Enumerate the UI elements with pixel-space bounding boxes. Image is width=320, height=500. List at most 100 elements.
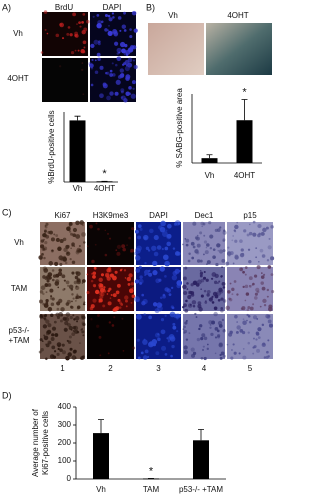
micrograph-speck xyxy=(98,298,102,302)
micrograph-speck xyxy=(80,356,85,360)
micrograph-speck xyxy=(67,352,72,357)
micrograph-speck xyxy=(57,286,60,289)
micrograph-speck xyxy=(55,312,60,317)
micrograph-speck xyxy=(247,341,251,345)
micrograph-speck xyxy=(184,321,188,325)
micrograph-speck xyxy=(152,260,158,267)
micrograph-speck xyxy=(76,293,79,296)
micrograph-speck xyxy=(93,266,97,270)
micrograph-speck xyxy=(267,245,272,250)
micrograph-speck xyxy=(218,280,221,283)
micrograph-speck xyxy=(44,28,47,31)
x-tick-label: Vh xyxy=(96,485,106,494)
micrograph-speck xyxy=(221,258,226,263)
micrograph-speck xyxy=(69,258,72,261)
micrograph-speck xyxy=(249,285,251,287)
micrograph-speck xyxy=(214,352,217,355)
micrograph-speck xyxy=(233,229,236,232)
micrograph-speck xyxy=(112,275,117,281)
micrograph-speck xyxy=(63,287,66,290)
micrograph-speck xyxy=(74,49,77,52)
micrograph-speck xyxy=(121,268,123,271)
micrograph-speck xyxy=(190,291,195,295)
micrograph-speck xyxy=(128,236,131,240)
micrograph-speck xyxy=(78,244,81,248)
micrograph-speck xyxy=(125,49,131,55)
micrograph-speck xyxy=(148,315,152,320)
micrograph-speck xyxy=(151,245,157,251)
micrograph-speck xyxy=(125,53,129,57)
micrograph-speck xyxy=(202,276,207,280)
micrograph-speck xyxy=(75,271,81,277)
micrograph-speck xyxy=(218,249,224,254)
micrograph-speck xyxy=(213,306,218,311)
micrograph-speck xyxy=(246,308,250,312)
micrograph-speck xyxy=(206,260,211,265)
micrograph-speck xyxy=(236,293,239,296)
micrograph-speck xyxy=(252,232,257,237)
micrograph-speck xyxy=(216,329,220,333)
micrograph-speck xyxy=(196,259,201,263)
micrograph-speck xyxy=(142,298,148,305)
micrograph-speck xyxy=(214,228,218,232)
micrograph-speck xyxy=(166,288,171,293)
micrograph-speck xyxy=(99,93,104,99)
micrograph-speck xyxy=(61,350,66,355)
micrograph-speck xyxy=(220,351,225,356)
micrograph-speck xyxy=(183,325,186,329)
micrograph-speck xyxy=(47,283,52,287)
micrograph-speck xyxy=(183,329,188,334)
micrograph-speck xyxy=(66,251,69,255)
micrograph-speck xyxy=(75,316,80,321)
micrograph-speck xyxy=(106,293,109,295)
micrograph-speck xyxy=(117,298,121,302)
micrograph-speck xyxy=(120,303,124,306)
micrograph-speck xyxy=(40,51,44,54)
micrograph-speck xyxy=(71,293,74,296)
micrograph-speck xyxy=(75,299,77,302)
micrograph-speck xyxy=(261,254,266,258)
micrograph-speck xyxy=(121,48,126,54)
column-label: Dec1 xyxy=(195,211,214,220)
micrograph-speck xyxy=(220,274,223,278)
micrograph-speck xyxy=(90,304,95,309)
micrograph-speck xyxy=(182,284,187,290)
micrograph-speck xyxy=(202,345,205,348)
micrograph-speck xyxy=(122,350,125,352)
micrograph-speck xyxy=(51,269,55,272)
micrograph-speck xyxy=(259,248,264,253)
micrograph-speck xyxy=(82,322,86,327)
micrograph-speck xyxy=(109,237,112,240)
micrograph-speck xyxy=(60,307,65,312)
micrograph-speck xyxy=(249,306,254,311)
micrograph-speck xyxy=(106,71,110,75)
micrograph-speck xyxy=(206,263,208,265)
micrograph-speck xyxy=(157,337,161,342)
micrograph-speck xyxy=(170,286,174,290)
micrograph-speck xyxy=(80,314,85,319)
micrograph-speck xyxy=(49,297,53,300)
micrograph-speck xyxy=(106,268,111,273)
micrograph-speck xyxy=(143,234,149,241)
micrograph-speck xyxy=(43,256,46,260)
error-bar xyxy=(206,154,213,159)
micrograph-speck xyxy=(234,314,238,319)
micrograph-speck xyxy=(225,305,231,311)
micrograph-speck xyxy=(65,280,70,285)
micrograph-speck xyxy=(76,320,78,323)
micrograph-speck xyxy=(183,290,188,295)
bar xyxy=(201,158,218,163)
micrograph-speck xyxy=(125,305,128,308)
micrograph-speck xyxy=(164,246,169,251)
micrograph-speck xyxy=(222,354,226,358)
micrograph-speck xyxy=(50,295,53,298)
micrograph-speck xyxy=(229,298,233,302)
micrograph-speck xyxy=(83,46,86,49)
micrograph-speck xyxy=(134,255,141,261)
micrograph-speck xyxy=(91,58,94,62)
micrograph-speck xyxy=(187,290,192,295)
micrograph-speck xyxy=(253,296,258,300)
micrograph-speck xyxy=(200,278,205,283)
micrograph-speck xyxy=(111,324,115,327)
micrograph-speck xyxy=(69,315,73,320)
